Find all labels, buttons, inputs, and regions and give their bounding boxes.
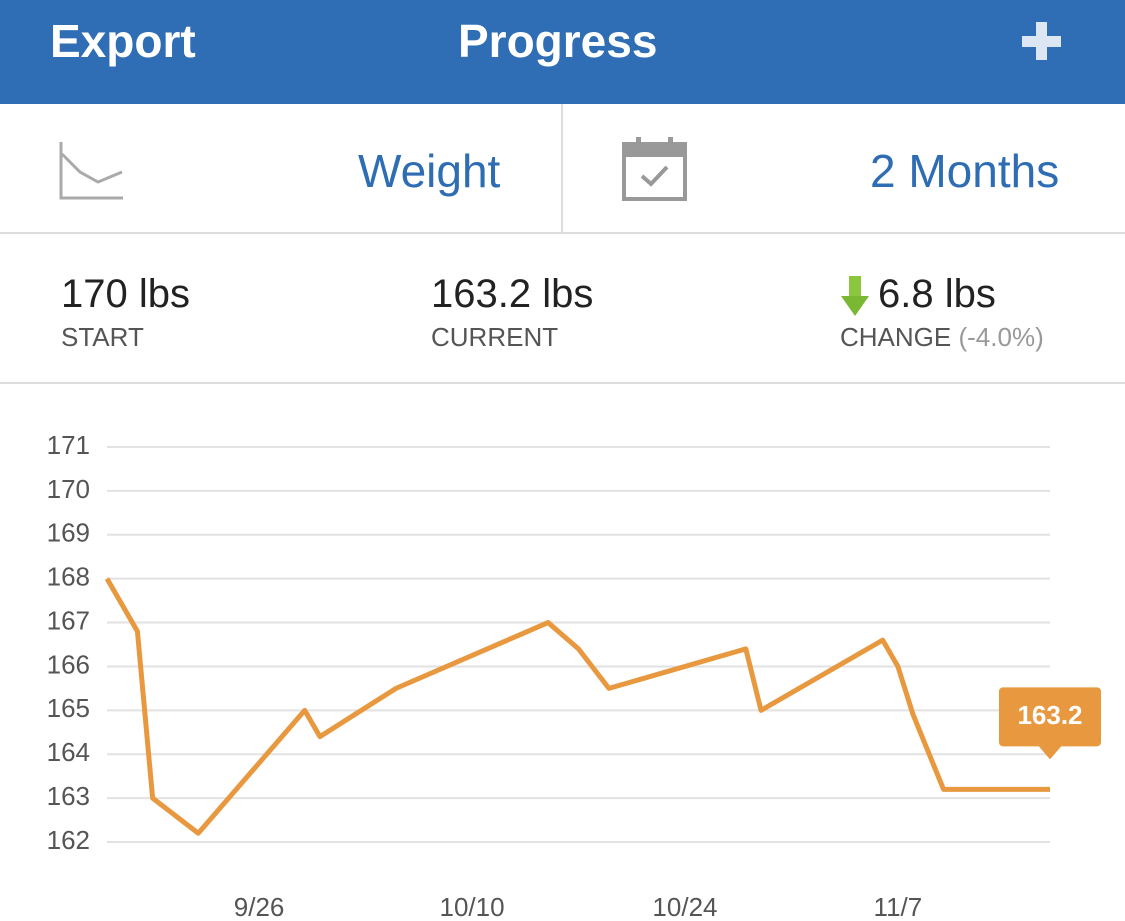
icon-ring	[668, 137, 673, 149]
stat-label: CHANGE (-4.0%)	[840, 322, 1044, 353]
change-percent: (-4.0%)	[958, 322, 1044, 352]
divider	[0, 232, 1125, 234]
metric-selector[interactable]: Weight	[358, 145, 501, 197]
y-tick-label: 164	[47, 737, 90, 767]
icon-ring	[636, 137, 641, 149]
x-tick-label: 10/10	[439, 892, 504, 921]
callout-label: 163.2	[1017, 700, 1082, 730]
y-tick-label: 169	[47, 518, 90, 548]
icon-axes	[59, 142, 123, 200]
down-arrow	[841, 276, 869, 316]
y-tick-label: 167	[47, 605, 90, 635]
stat-value: 6.8 lbs	[878, 272, 996, 316]
value-callout	[999, 687, 1101, 747]
y-tick-label: 170	[47, 474, 90, 504]
y-tick-label: 166	[47, 649, 90, 679]
calendar-icon	[622, 137, 687, 201]
chart-icon	[59, 142, 123, 200]
x-tick-label: 11/7	[874, 892, 923, 921]
plus-h	[1022, 36, 1061, 47]
y-tick-label: 168	[47, 562, 90, 592]
range-selector[interactable]: 2 Months	[870, 145, 1060, 197]
export-button[interactable]: Export	[50, 15, 196, 67]
icon-line	[60, 152, 123, 184]
stat-label: CURRENT	[431, 322, 559, 352]
change-label: CHANGE	[840, 322, 952, 352]
icon-top	[624, 144, 685, 157]
stat-value: 163.2 lbs	[431, 272, 594, 316]
stat-value: 170 lbs	[61, 272, 190, 316]
icon-check	[640, 165, 669, 187]
x-tick-label: 9/26	[234, 892, 285, 921]
y-tick-label: 163	[47, 781, 90, 811]
y-tick-label: 171	[47, 430, 90, 460]
y-tick-label: 162	[47, 825, 90, 855]
stat-label: START	[61, 322, 144, 352]
y-tick-label: 165	[47, 693, 90, 723]
chart: 162 163 164 165 166 167 168 169 170 171 9/26 10/10 1…	[47, 430, 1101, 921]
nav-title: Progress	[458, 15, 658, 67]
add-button[interactable]	[1018, 20, 1066, 62]
arrow-stem	[849, 276, 861, 300]
x-tick-label: 10/24	[652, 892, 717, 921]
data-line	[104, 577, 1050, 836]
nav-bar	[0, 0, 1125, 104]
arrow-head	[841, 296, 869, 316]
divider	[561, 104, 563, 233]
callout-pointer	[1038, 745, 1062, 760]
divider	[0, 382, 1125, 384]
